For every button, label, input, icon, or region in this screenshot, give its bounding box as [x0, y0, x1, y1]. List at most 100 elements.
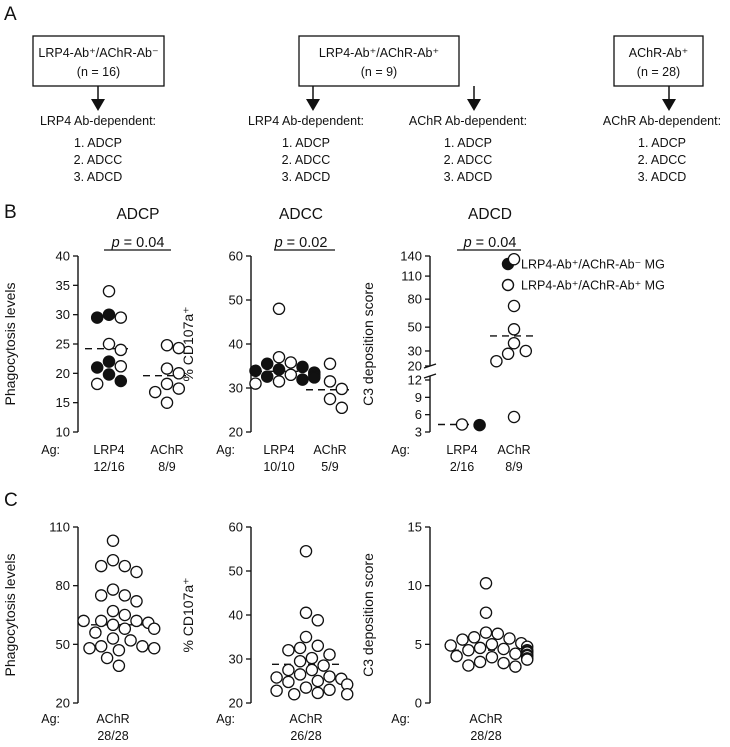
data-point-open [479, 606, 493, 619]
data-point-open [272, 302, 286, 316]
data-point-open [106, 583, 120, 596]
y-axis-label: C3 deposition score [360, 553, 376, 677]
category-label: AChR [289, 712, 322, 726]
chart-adcd-achr: 0 5 10 15 C3 deposition score Ag: AChR 28/28 [360, 520, 534, 743]
flowchart-connectors [97, 86, 670, 99]
data-point-open [299, 606, 313, 620]
y-tick-label: 50 [408, 320, 422, 335]
data-point-open [112, 659, 126, 673]
chart-title: ADCC [279, 206, 323, 223]
data-point-open [299, 544, 313, 558]
category-label: LRP4 [446, 443, 477, 457]
y-axis: 20 50 80 110 [49, 520, 79, 711]
data-point-open [130, 595, 143, 608]
y-tick-label: 60 [229, 520, 243, 535]
group-box-achr [613, 35, 704, 87]
data-point-open [136, 640, 149, 653]
chart-adcp-achr: 20 50 80 110 Phagocytosis levels Ag: AChR 28/28 [2, 520, 161, 743]
legend-label-double-positive: LRP4-Ab⁺/AChR-Ab⁺ MG [521, 279, 665, 293]
p-value: p = 0.04 [111, 235, 165, 251]
y-tick-label: 40 [56, 249, 70, 264]
p-value: p = 0.02 [274, 235, 328, 251]
y-axis-label: C3 deposition score [360, 282, 376, 406]
data-point-open [106, 553, 120, 567]
data-point-open [270, 684, 283, 697]
y-tick-label: 50 [229, 293, 243, 308]
branch-item: 2. ADCC [638, 153, 687, 167]
data-point-open [100, 651, 114, 665]
data-point-open [160, 377, 174, 391]
data-point-open [106, 604, 120, 618]
data-point-open [172, 341, 186, 355]
data-point-open [299, 630, 313, 644]
y-tick-label: 20 [56, 696, 70, 711]
data-point-open [479, 577, 493, 590]
data-point-open [323, 683, 336, 697]
data-point-open [293, 641, 307, 655]
data-point-open [147, 622, 161, 635]
y-tick-label: 6 [415, 407, 422, 422]
data-point-filled [102, 355, 116, 368]
data-point-open [272, 375, 286, 388]
category-label: AChR [96, 712, 129, 726]
data-point-open [462, 643, 475, 657]
y-axis: 20 30 40 50 60 [229, 249, 252, 440]
data-point-open [507, 410, 521, 424]
chart-adcp-lrp4-vs-achr: 10 15 20 25 30 35 40 Phagocytosis levels ADCP p =… [2, 206, 191, 474]
data-point-open [160, 338, 174, 352]
y-tick-label: 60 [229, 249, 243, 264]
data-point-open [456, 633, 469, 646]
category-label: AChR [469, 712, 502, 726]
y-tick-label: 30 [408, 343, 422, 358]
data-point-open [455, 418, 469, 431]
data-point-open [509, 647, 522, 660]
group-box-lrp4-only [32, 35, 165, 87]
data-point-open [114, 311, 128, 324]
data-point-open [106, 534, 120, 547]
branch-heading: LRP4 Ab-dependent: [40, 114, 156, 128]
data-point-open [172, 367, 186, 380]
data-point-open [520, 653, 534, 666]
y-tick-label: 40 [229, 337, 243, 352]
y-tick-label: 20 [229, 696, 243, 711]
data-point-open [282, 675, 295, 689]
arrowhead-icon [91, 99, 105, 111]
data-point-open [305, 663, 319, 677]
data-point-open [106, 618, 120, 632]
data-point-open [497, 642, 510, 656]
data-point-open [335, 382, 349, 396]
data-point-open [501, 347, 515, 361]
p-value: p = 0.04 [463, 235, 517, 251]
data-point-open [317, 659, 330, 672]
y-tick-label: 30 [229, 652, 243, 667]
y-axis-label: Phagocytosis levels [2, 283, 18, 406]
arrowhead-icon [306, 99, 320, 111]
data-point-open [335, 401, 349, 415]
data-point-filled [90, 361, 104, 374]
ag-label: Ag: [216, 443, 235, 457]
branch-item: 3. ADCD [444, 170, 493, 184]
data-point-open [293, 668, 307, 681]
data-point-open [118, 589, 132, 602]
data-point-open [90, 377, 104, 391]
data-point-open [507, 252, 521, 266]
data-point-open [130, 565, 143, 579]
y-tick-label: 40 [229, 608, 243, 623]
branch-item: 2. ADCC [444, 153, 493, 167]
data-point-open [114, 343, 128, 357]
data-point-open [118, 622, 132, 635]
group-box-lrp4-only-n: (n = 16) [77, 65, 120, 79]
branch-item: 1. ADCP [282, 136, 330, 150]
data-point-open [323, 392, 337, 406]
ag-label: Ag: [391, 443, 410, 457]
category-ratio: 12/16 [93, 460, 124, 474]
data-point-filled [308, 371, 321, 384]
y-tick-label: 15 [408, 520, 422, 535]
data-point-open [507, 323, 521, 336]
data-point-open [282, 663, 295, 677]
category-ratio: 2/16 [450, 460, 474, 474]
y-tick-label: 110 [49, 520, 70, 535]
category-ratio: 8/9 [158, 460, 175, 474]
data-point-open [490, 354, 503, 368]
y-tick-label: 50 [56, 637, 70, 652]
